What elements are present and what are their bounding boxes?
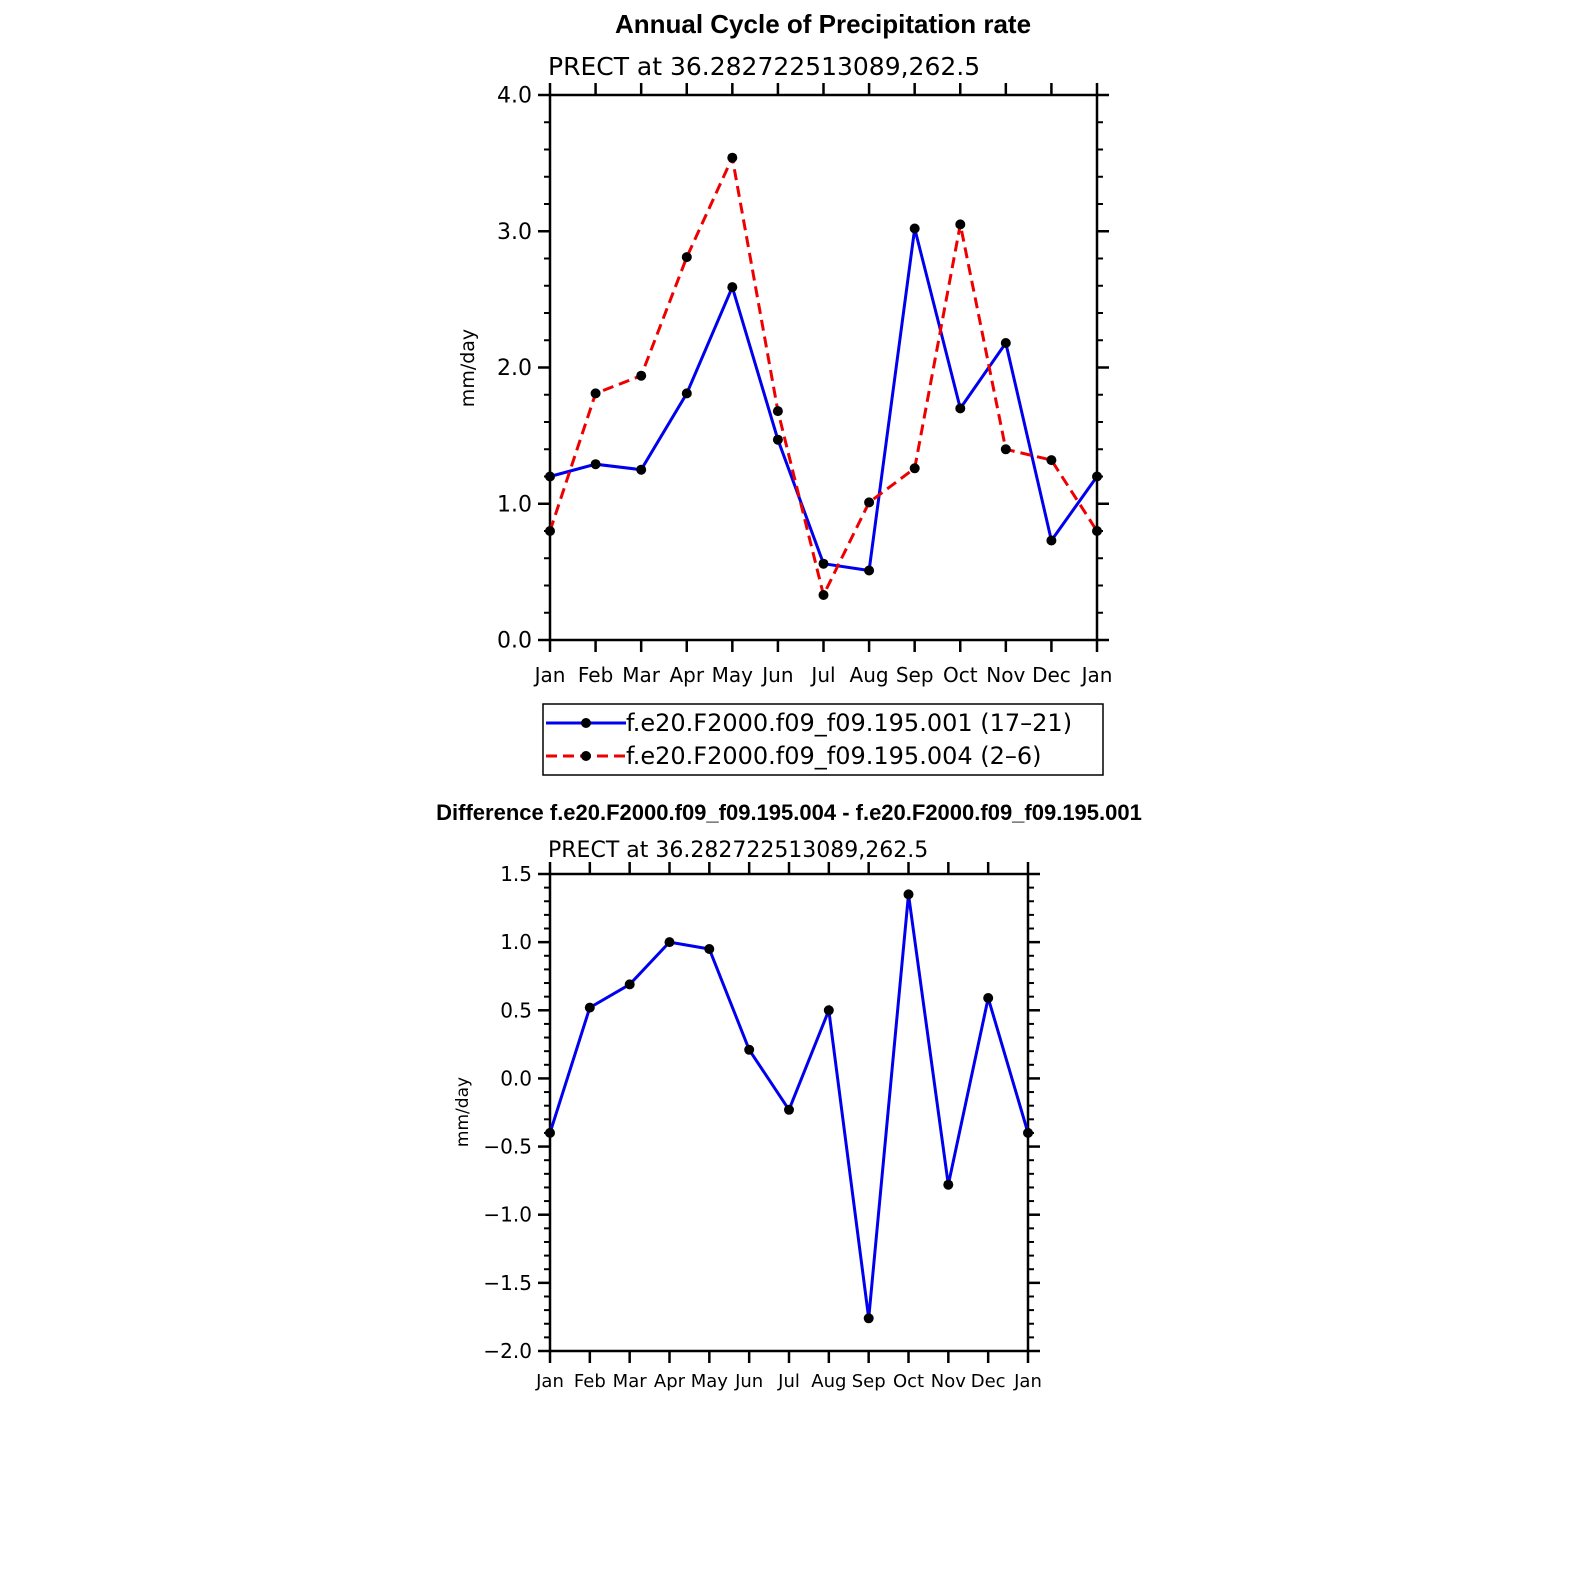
chart-1-series-1-point — [704, 944, 715, 954]
chart-0-x-tick-label: Nov — [986, 663, 1025, 687]
chart-1-x-tick-label: May — [691, 1371, 729, 1392]
chart-1-series-1-point — [1023, 1127, 1033, 1138]
chart-0-x-tick-label: Jan — [1080, 663, 1113, 687]
chart-0-series-1-point — [909, 223, 920, 234]
chart-0-series-2-point — [636, 370, 647, 381]
chart-1-y-tick-label: −1.0 — [483, 1203, 532, 1227]
chart-0-series-1-point — [772, 434, 783, 445]
chart-0-x-tick-label: Dec — [1032, 663, 1071, 687]
chart-0-x-tick-label: Apr — [669, 663, 704, 687]
top-chart-subtitle: PRECT at 36.282722513089,262.5 — [548, 52, 980, 81]
chart-0-series-2-point — [909, 463, 920, 474]
chart-1-x-tick-label: Dec — [971, 1371, 1006, 1392]
chart-0-y-tick-label: 3.0 — [497, 220, 532, 245]
chart-1-series-1-point — [545, 1127, 555, 1138]
chart-0-series-2-point — [864, 497, 875, 508]
chart-1-x-tick-label: Apr — [654, 1371, 686, 1392]
chart-0-series-2-point — [1046, 455, 1057, 466]
chart-1-x-tick-label: Nov — [931, 1371, 966, 1392]
chart-0-frame — [548, 93, 1099, 642]
chart-1-series-1-point — [664, 937, 675, 948]
bottom-chart-subtitle: PRECT at 36.282722513089,262.5 — [548, 838, 928, 863]
chart-0-series-2-point — [772, 406, 783, 417]
chart-0-x-tick-label: Sep — [896, 663, 934, 687]
legend-marker-series-2 — [581, 751, 591, 761]
chart-0-series-2-point — [1000, 444, 1011, 455]
chart-0-x-tick-label: Mar — [622, 663, 661, 687]
chart-0-x-tick-label: Aug — [850, 663, 889, 687]
chart-0-series-1-point — [1092, 471, 1102, 482]
chart-1-x-tick-label: Aug — [811, 1371, 846, 1392]
top-chart: Annual Cycle of Precipitation rate PRECT… — [457, 9, 1112, 776]
chart-0-series-1-point — [955, 403, 966, 414]
chart-1-y-tick-label: 1.0 — [500, 930, 532, 954]
chart-0-series-1-point — [545, 471, 555, 482]
bottom-chart: Difference f.e20.F2000.f09_f09.195.004 -… — [436, 800, 1142, 1392]
chart-1-series-1-point — [744, 1044, 755, 1055]
chart-1-x-tick-label: Sep — [852, 1371, 886, 1392]
chart-1-series-1-point — [624, 979, 635, 990]
chart-1-series-1-point — [983, 993, 994, 1003]
legend-label-series-1: f.e20.F2000.f09_f09.195.001 (17–21) — [626, 709, 1072, 737]
chart-1-y-tick-label: −2.0 — [483, 1339, 532, 1363]
chart-0-series-2-point — [590, 388, 601, 399]
chart-0-series-2-point — [818, 590, 829, 600]
chart-0-series-1-line — [549, 228, 1099, 573]
chart-0-series-1-point — [818, 558, 829, 569]
chart-0-series-2-point — [955, 219, 966, 230]
chart-1-y-tick-label: −0.5 — [483, 1135, 532, 1159]
legend-entry-series-2: f.e20.F2000.f09_f09.195.004 (2–6) — [546, 742, 1042, 770]
chart-0-x-tick-label: May — [712, 663, 754, 687]
chart-0-series-2-point — [545, 526, 555, 536]
chart-1-y-tick-label: 0.0 — [500, 1066, 532, 1090]
chart-0-x-tick-label: Oct — [943, 663, 978, 687]
legend-marker-series-1 — [581, 718, 591, 728]
top-chart-title: Annual Cycle of Precipitation rate — [615, 9, 1031, 39]
chart-0-series-1-point — [1000, 338, 1011, 348]
legend-box — [542, 703, 1104, 776]
chart-1-series-1-point — [943, 1179, 954, 1190]
chart-0-y-tick-label: 4.0 — [497, 84, 532, 109]
chart-0-y-tick-label: 2.0 — [497, 356, 532, 381]
top-chart-plot-area: Jan Feb Mar Apr May Jun Jul Aug Sep Oct Nov Dec Jan0… — [497, 83, 1112, 687]
chart-1-x-tick-label: Oct — [893, 1371, 924, 1392]
chart-1-series-1-point — [863, 1313, 874, 1324]
bottom-chart-y-axis-label: mm/day — [453, 1077, 473, 1147]
chart-1-y-tick-label: 1.5 — [500, 862, 532, 886]
bottom-chart-plot-area: Jan Feb Mar Apr May Jun Jul Aug Sep Oct Nov Dec Jan−… — [483, 862, 1042, 1392]
chart-0-y-tick-label: 0.0 — [497, 629, 532, 654]
chart-1-y-tick-label: 0.5 — [500, 998, 532, 1022]
chart-0-x-tick-label: Jan — [533, 663, 566, 687]
chart-0-series-1-point — [681, 388, 692, 399]
chart-0-x-tick-label: Feb — [578, 663, 613, 687]
chart-1-x-tick-label: Mar — [613, 1371, 648, 1392]
chart-0-x-tick-label: Jun — [760, 663, 793, 687]
chart-0-series-1-point — [590, 459, 601, 470]
chart-1-series-1-point — [823, 1005, 834, 1016]
bottom-chart-title: Difference f.e20.F2000.f09_f09.195.004 -… — [436, 800, 1142, 825]
chart-1-y-tick-label: −1.5 — [483, 1271, 532, 1295]
chart-0-series-1-point — [864, 565, 875, 576]
chart-1-x-tick-label: Jan — [535, 1371, 564, 1392]
chart-1-x-tick-label: Jun — [734, 1371, 763, 1392]
legend-entry-series-1: f.e20.F2000.f09_f09.195.001 (17–21) — [546, 709, 1072, 737]
chart-0-series-2-point — [681, 252, 692, 263]
chart-0-x-tick-label: Jul — [809, 663, 835, 687]
chart-0-series-2-point — [727, 152, 738, 163]
chart-0-series-2-point — [1092, 526, 1102, 536]
chart-1-x-tick-label: Feb — [574, 1371, 606, 1392]
chart-1-x-tick-label: Jul — [777, 1371, 800, 1392]
top-chart-legend: f.e20.F2000.f09_f09.195.001 (17–21) f.e2… — [542, 703, 1104, 776]
legend-label-series-2: f.e20.F2000.f09_f09.195.004 (2–6) — [626, 742, 1042, 770]
chart-0-series-1-point — [1046, 535, 1057, 546]
chart-1-series-1-point — [784, 1104, 794, 1115]
chart-0-y-tick-label: 1.0 — [497, 492, 532, 517]
chart-1-series-1-point — [584, 1002, 595, 1013]
chart-1-x-tick-label: Jan — [1013, 1371, 1042, 1392]
chart-0-series-1-point — [636, 464, 647, 475]
top-chart-y-axis-label: mm/day — [457, 329, 479, 407]
chart-0-series-1-point — [727, 282, 738, 293]
chart-1-series-1-point — [903, 889, 914, 900]
